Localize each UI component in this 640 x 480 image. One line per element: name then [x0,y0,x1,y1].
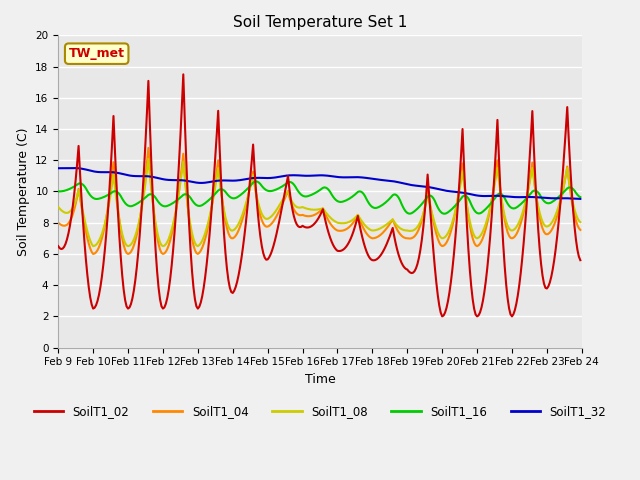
X-axis label: Time: Time [305,373,335,386]
Title: Soil Temperature Set 1: Soil Temperature Set 1 [233,15,407,30]
Y-axis label: Soil Temperature (C): Soil Temperature (C) [17,127,29,256]
Text: TW_met: TW_met [68,47,125,60]
Legend: SoilT1_02, SoilT1_04, SoilT1_08, SoilT1_16, SoilT1_32: SoilT1_02, SoilT1_04, SoilT1_08, SoilT1_… [29,400,611,423]
